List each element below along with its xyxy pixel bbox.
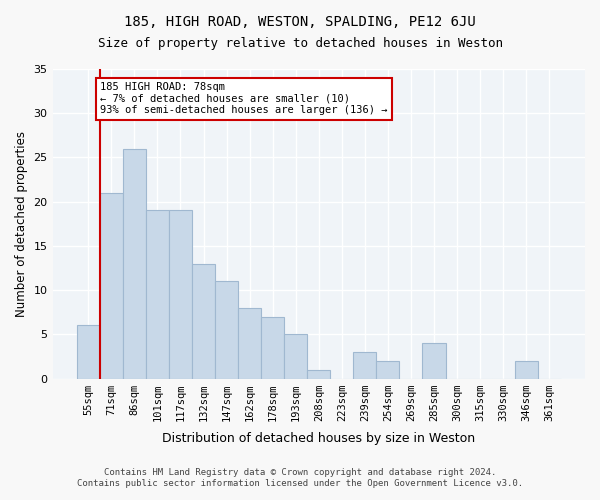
Text: Contains HM Land Registry data © Crown copyright and database right 2024.
Contai: Contains HM Land Registry data © Crown c…: [77, 468, 523, 487]
Bar: [422, 343, 446, 378]
Bar: [284, 334, 307, 378]
Text: 185 HIGH ROAD: 78sqm
← 7% of detached houses are smaller (10)
93% of semi-detach: 185 HIGH ROAD: 78sqm ← 7% of detached ho…: [100, 82, 388, 116]
Bar: [77, 326, 100, 378]
Bar: [376, 361, 400, 378]
Bar: [238, 308, 261, 378]
Bar: [100, 193, 123, 378]
Bar: [215, 281, 238, 378]
Bar: [261, 316, 284, 378]
Y-axis label: Number of detached properties: Number of detached properties: [15, 131, 28, 317]
Bar: [123, 148, 146, 378]
Bar: [307, 370, 330, 378]
Bar: [353, 352, 376, 378]
Text: 185, HIGH ROAD, WESTON, SPALDING, PE12 6JU: 185, HIGH ROAD, WESTON, SPALDING, PE12 6…: [124, 15, 476, 29]
X-axis label: Distribution of detached houses by size in Weston: Distribution of detached houses by size …: [162, 432, 475, 445]
Bar: [515, 361, 538, 378]
Bar: [192, 264, 215, 378]
Text: Size of property relative to detached houses in Weston: Size of property relative to detached ho…: [97, 38, 503, 51]
Bar: [169, 210, 192, 378]
Bar: [146, 210, 169, 378]
